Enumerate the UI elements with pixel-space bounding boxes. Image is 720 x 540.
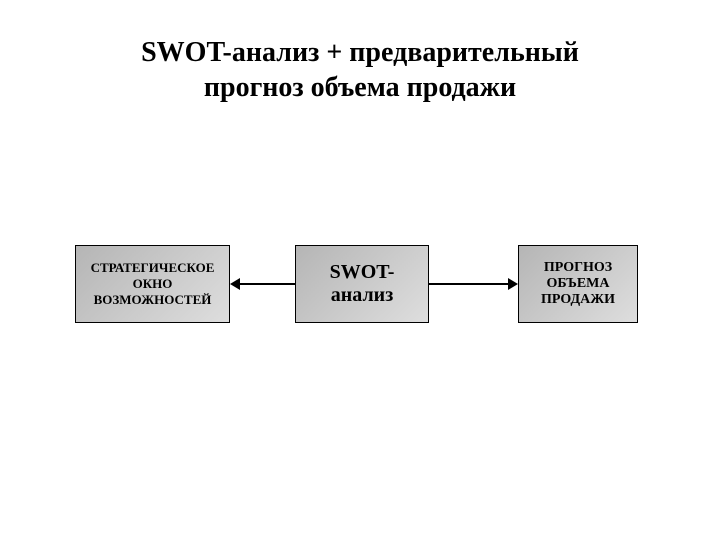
page-title: SWOT-анализ + предварительный прогноз об… bbox=[0, 0, 720, 105]
title-line-1: SWOT-анализ + предварительный bbox=[0, 35, 720, 70]
arrowhead-left-icon bbox=[230, 278, 240, 290]
node-label: ПРОГНОЗ ОБЪЕМА ПРОДАЖИ bbox=[541, 260, 615, 308]
title-line-2: прогноз объема продажи bbox=[0, 70, 720, 105]
arrow-to-right bbox=[429, 283, 508, 285]
node-strategic-window: СТРАТЕГИЧЕСКОЕ ОКНО ВОЗМОЖНОСТЕЙ bbox=[75, 245, 230, 323]
swot-diagram: СТРАТЕГИЧЕСКОЕ ОКНО ВОЗМОЖНОСТЕЙ SWOT- а… bbox=[0, 245, 720, 345]
arrow-to-left bbox=[240, 283, 295, 285]
node-sales-forecast: ПРОГНОЗ ОБЪЕМА ПРОДАЖИ bbox=[518, 245, 638, 323]
node-label: СТРАТЕГИЧЕСКОЕ ОКНО ВОЗМОЖНОСТЕЙ bbox=[91, 260, 215, 308]
node-swot-analysis: SWOT- анализ bbox=[295, 245, 429, 323]
arrowhead-right-icon bbox=[508, 278, 518, 290]
node-label: SWOT- анализ bbox=[330, 261, 395, 307]
